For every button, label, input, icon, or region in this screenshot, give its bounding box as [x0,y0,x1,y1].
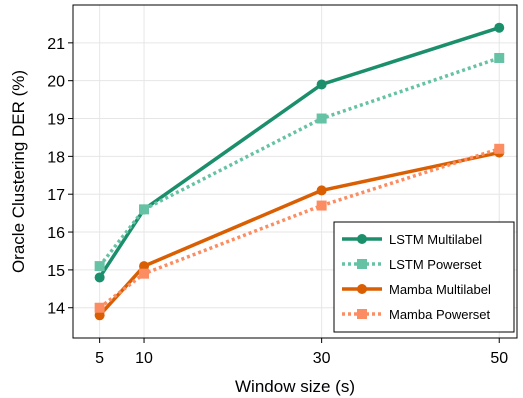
data-point [316,79,327,90]
series-mamba-multilabel [94,147,505,321]
data-point [94,310,105,321]
series-lstm-powerset [94,52,505,272]
y-axis-label: Oracle Clustering DER (%) [9,70,28,273]
series-lines [94,22,505,321]
legend-entry: Mamba Multilabel [342,282,491,297]
legend-label: LSTM Multilabel [389,232,482,247]
legend-label: Mamba Multilabel [389,282,491,297]
legend-label: LSTM Powerset [389,257,482,272]
y-tick-label: 15 [47,263,65,280]
y-tick-label: 16 [47,225,65,242]
x-axis-ticks: 5 10 30 50 [95,338,508,367]
y-tick-label: 20 [47,74,65,91]
data-point [94,302,105,313]
data-point [494,143,505,154]
data-point [139,204,150,215]
x-axis-label: Window size (s) [235,377,355,396]
series-line [98,147,500,310]
legend-swatch-marker [357,259,367,269]
legend-entry: Mamba Powerset [342,307,491,322]
y-tick-label: 14 [47,301,65,318]
plot-frame [72,4,518,339]
legend-entry: LSTM Multilabel [342,232,482,247]
data-point [494,52,505,63]
data-point [316,113,327,124]
x-tick-label: 5 [95,350,104,367]
y-tick-label: 21 [47,36,65,53]
data-point [139,261,150,272]
data-point [139,268,150,279]
legend: LSTM Multilabel LSTM Powerset Mamba Multil… [333,221,515,333]
legend-label: Mamba Powerset [389,307,491,322]
legend-swatch-marker [357,284,367,294]
series-line [98,26,500,279]
y-tick-label: 19 [47,112,65,129]
y-tick-label: 17 [47,187,65,204]
x-tick-label: 50 [490,350,508,367]
legend-swatch-marker [357,309,367,319]
legend-swatch-marker [357,234,367,244]
y-tick-label: 18 [47,149,65,166]
data-point [94,272,105,283]
x-tick-label: 10 [135,350,153,367]
y-axis-ticks: 14 15 16 17 18 19 20 21 [47,36,73,318]
data-point [316,185,327,196]
series-mamba-powerset [94,143,505,313]
data-point [316,200,327,211]
x-tick-label: 30 [313,350,331,367]
series-line [98,56,500,268]
data-point [494,22,505,33]
series-line [98,150,500,317]
series-lstm-multilabel [94,22,505,283]
legend-entry: LSTM Powerset [342,257,482,272]
data-point [94,261,105,272]
